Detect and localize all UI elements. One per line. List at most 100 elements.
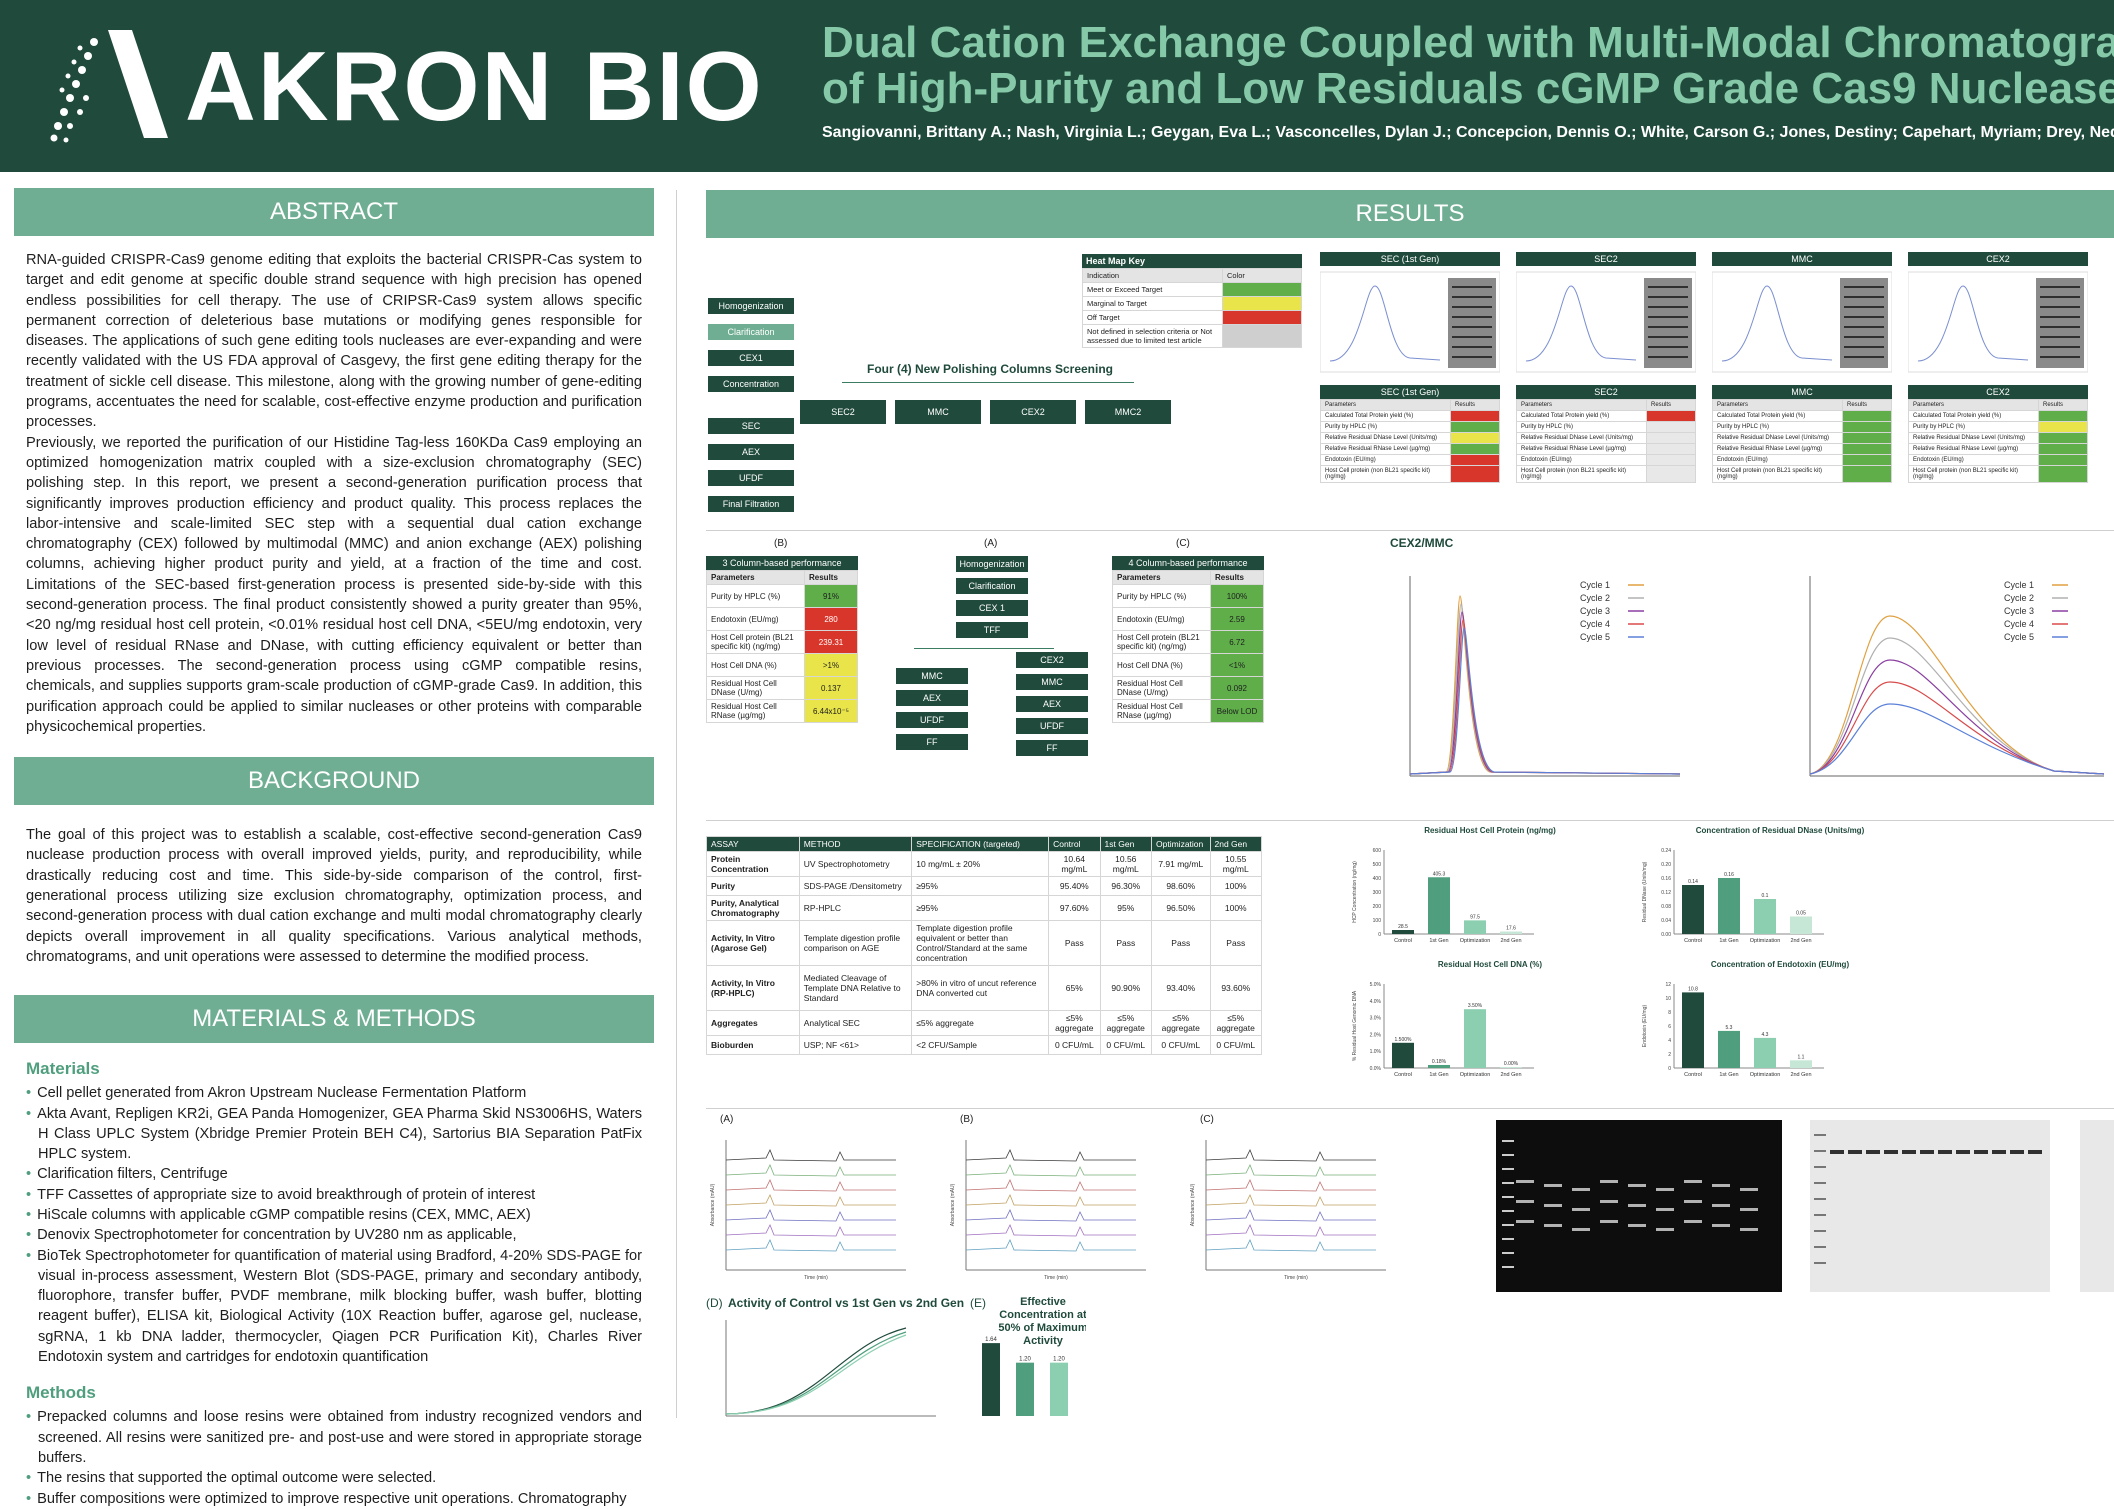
bar-value-label: 3.50% — [1468, 1003, 1483, 1009]
performance-parameter: Host Cell DNA (%) — [706, 653, 805, 677]
gel-band — [1740, 1228, 1758, 1231]
spec-cell: 10.56 mg/mL — [1099, 851, 1153, 877]
flow-step: Homogenization — [708, 298, 794, 314]
ladder-band — [1502, 1140, 1514, 1142]
column-panel-title: CEX2 — [1908, 252, 2088, 266]
bar — [1718, 1030, 1740, 1068]
cycle-legend-label: Cycle 1 — [1580, 580, 1610, 590]
ladder-band — [1502, 1224, 1514, 1226]
column-panel: SEC (1st Gen) SEC (1st Gen) Parameters Resu… — [1320, 252, 1501, 512]
specification-table: ASSAY METHOD SPECIFICATION (targeted) Contr… — [706, 836, 1262, 1055]
spec-cell: ≥95% — [911, 876, 1050, 896]
column-parameter: Relative Residual RNase Level (µg/mg) — [1320, 443, 1451, 455]
title-line-1: Dual Cation Exchange Coupled with Multi-… — [822, 20, 2114, 67]
agarose-gel-bands — [1502, 1140, 1758, 1268]
column-result-cell — [1842, 443, 1892, 455]
stacked-chromatogram: (C) Time (min) Absorbance (mAU) — [1186, 1114, 1406, 1284]
activity-curve-chart — [725, 1320, 936, 1417]
absorbance-axis-label: Absorbance (mAU) — [710, 1183, 716, 1226]
bar-chart-ylabel: Endotoxin (EU/mg) — [1642, 1005, 1648, 1048]
cycle-legend-label: Cycle 3 — [1580, 606, 1610, 616]
bar-chart-ytick: 300 — [1373, 890, 1382, 896]
spec-header: SPECIFICATION (targeted) — [911, 836, 1050, 852]
spec-cell: <2 CFU/Sample — [911, 1035, 1050, 1055]
spec-cell: Template digestion profile equivalent or… — [911, 920, 1050, 966]
bar-chart-ytick: 500 — [1373, 862, 1382, 868]
sds-band — [1884, 1150, 1898, 1154]
methods-subheading: Methods — [26, 1383, 96, 1403]
heat-map-indication: Marginal to Target — [1082, 296, 1223, 311]
gel-band — [1656, 1188, 1674, 1191]
performance-result: 0.092 — [1210, 676, 1264, 700]
cycle-legend-label: Cycle 5 — [2004, 632, 2034, 642]
cycle-legend-label: Cycle 2 — [2004, 593, 2034, 603]
bar-chart-ytick: 0 — [1668, 1066, 1671, 1072]
performance-parameter: Endotoxin (EU/mg) — [706, 607, 805, 631]
column-panel-title: MMC — [1712, 252, 1892, 266]
flow-a-right-step: AEX — [1016, 696, 1088, 712]
column-panel-table-title: MMC — [1712, 385, 1892, 399]
ladder-band — [1502, 1238, 1514, 1240]
column-result-cell — [1842, 410, 1892, 422]
bar — [1790, 916, 1812, 934]
spec-cell: Pass — [1209, 920, 1262, 966]
bar-value-label: 0.1 — [1762, 893, 1769, 899]
cycle-trace — [1809, 703, 2105, 775]
flow-a-left-step: MMC — [896, 668, 968, 684]
bar-chart-ytick: 3.0% — [1370, 1016, 1382, 1022]
cycle-trace — [1409, 603, 1681, 775]
cycle-trace — [1409, 595, 1681, 775]
bar-value-label: 0.14 — [1688, 879, 1698, 885]
results-heading: RESULTS — [706, 190, 2114, 238]
spec-cell: UV Spectrophotometry — [798, 851, 913, 877]
column-parameter-table: Parameters Results Calculated Total Protei… — [1712, 399, 1892, 483]
chromatogram-trace — [965, 1194, 1136, 1207]
column-result-cell — [1842, 432, 1892, 444]
three-column-title: 3 Column-based performance — [706, 556, 858, 570]
column-parameter: Host Cell protein (non BL21 specific kit… — [1908, 465, 2039, 483]
ladder-band — [1502, 1266, 1514, 1268]
column-parameter-table: Parameters Results Calculated Total Protei… — [1908, 399, 2088, 483]
residuals-bar-charts: Residual Host Cell Protein (ng/mg) HCP Co… — [1350, 826, 2114, 1096]
column-table-header: Results — [1646, 399, 1696, 411]
bar-chart-title: Concentration of Residual DNase (Units/m… — [1695, 826, 1865, 835]
heat-map-header: Indication — [1082, 268, 1223, 283]
bar-chart-title: Residual Host Cell DNA (%) — [1437, 960, 1543, 969]
column-parameter: Purity by HPLC (%) — [1320, 421, 1451, 433]
cycle-legend-label: Cycle 4 — [1580, 619, 1610, 629]
bar-chart-ytick: 2 — [1668, 1052, 1671, 1058]
label-a: (A) — [984, 538, 998, 549]
spec-cell: 7.91 mg/mL — [1151, 851, 1211, 877]
ladder-band — [1502, 1168, 1514, 1170]
column-panel-table-title: SEC (1st Gen) — [1320, 385, 1500, 399]
ladder-band — [1502, 1182, 1514, 1184]
column-result-cell — [1646, 465, 1696, 483]
column-panel-title: SEC2 — [1516, 252, 1696, 266]
methods-list: Prepacked columns and loose resins were … — [26, 1407, 642, 1508]
flow-a-right-step: MMC — [1016, 674, 1088, 690]
cycle-trace — [1809, 681, 2105, 775]
spec-cell: 65% — [1048, 965, 1101, 1011]
spec-header: METHOD — [798, 836, 913, 852]
performance-result: 0.137 — [804, 676, 858, 700]
spec-cell: ≥95% — [911, 895, 1050, 921]
bar-chart-ytick: 5.0% — [1370, 982, 1382, 988]
panel-label: (C) — [1200, 1114, 1214, 1125]
performance-parameter: Host Cell protein (BL21 specific kit) (n… — [1112, 630, 1211, 654]
flow-step: Concentration — [708, 376, 794, 392]
column-parameter: Host Cell protein (non BL21 specific kit… — [1320, 465, 1451, 483]
flow-a-right-step: CEX2 — [1016, 652, 1088, 668]
screening-column: MMC — [895, 400, 981, 424]
performance-comparison: (B) 3 Column-based performance Parameter… — [706, 538, 1266, 778]
cex2-mmc-title: CEX2/MMC — [1390, 536, 1454, 550]
cycle-trace — [1809, 659, 2105, 775]
bar-category-label: 2nd Gen — [1790, 1072, 1811, 1078]
title-line-2: of High-Purity and Low Residuals cGMP Gr… — [822, 64, 2114, 112]
spec-cell: 0 CFU/mL — [1151, 1035, 1211, 1055]
bar-chart-svg: Endotoxin (EU/mg) 0 2 4 6 8 10 12 10.8 Control 5.3… — [1642, 982, 1824, 1078]
column-parameter: Calculated Total Protein yield (%) — [1712, 410, 1843, 422]
performance-parameter: Residual Host Cell DNase (U/mg) — [1112, 676, 1211, 700]
methods-heading: MATERIALS & METHODS — [14, 995, 654, 1044]
spec-cell: ≤5% aggregate — [1048, 1010, 1101, 1036]
heat-map-header: Color — [1222, 268, 1302, 283]
